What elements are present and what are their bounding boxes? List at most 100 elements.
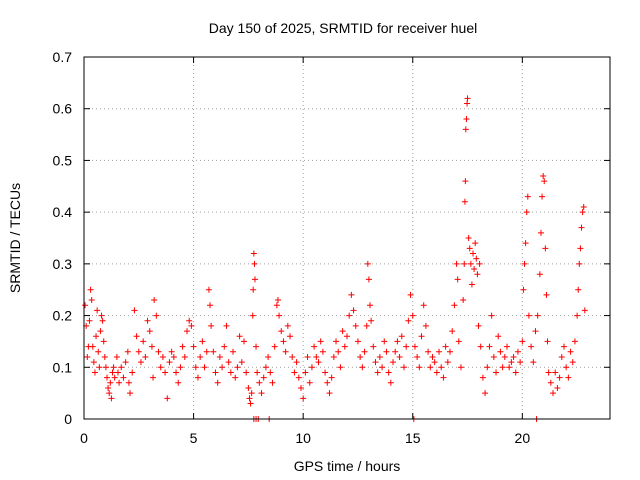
data-point [405, 317, 412, 324]
data-point [256, 379, 263, 386]
data-point [188, 322, 195, 329]
data-point [465, 235, 472, 241]
data-point [251, 260, 258, 267]
data-point [192, 364, 199, 371]
data-point [250, 250, 257, 257]
y-tick-label: 0.1 [53, 359, 73, 375]
data-point [482, 390, 489, 397]
data-point [346, 312, 353, 319]
data-point [194, 374, 201, 381]
data-point [155, 348, 162, 355]
data-point [90, 359, 97, 366]
data-point [556, 374, 563, 381]
data-point [523, 209, 530, 216]
data-point [571, 338, 578, 345]
data-point [484, 364, 491, 371]
data-point [100, 338, 107, 345]
data-point [289, 353, 296, 360]
data-point [93, 333, 100, 340]
data-point [472, 240, 479, 247]
data-point [354, 338, 361, 345]
data-point [306, 379, 313, 386]
plot-frame [83, 56, 611, 420]
data-point [418, 333, 425, 340]
data-point [453, 260, 460, 267]
data-point [214, 379, 221, 386]
data-point [431, 359, 438, 366]
y-tick-label: 0.3 [53, 256, 73, 272]
data-point [101, 353, 108, 360]
data-point [175, 379, 182, 386]
data-point [577, 245, 584, 252]
data-point [223, 322, 230, 329]
data-point [247, 400, 254, 407]
data-point [368, 317, 375, 324]
data-point [470, 250, 477, 257]
data-point [249, 312, 256, 319]
y-tick-label: 0.5 [53, 152, 73, 168]
data-point [238, 359, 245, 366]
data-point [363, 322, 370, 329]
data-point [108, 395, 115, 402]
data-point [429, 353, 436, 360]
data-point [416, 364, 423, 371]
data-point [476, 260, 483, 267]
data-point [166, 359, 173, 366]
data-point [297, 384, 304, 391]
data-point [186, 317, 193, 324]
data-point [304, 353, 311, 360]
data-point [124, 348, 131, 355]
data-point [479, 374, 486, 381]
data-point [240, 338, 247, 345]
data-point [576, 260, 583, 267]
data-point [98, 312, 105, 319]
data-point [127, 390, 134, 397]
x-axis-label: GPS time / hours [294, 458, 401, 474]
data-point [205, 286, 212, 293]
data-point [433, 369, 440, 376]
data-point [265, 353, 272, 360]
data-point [317, 338, 324, 345]
data-point [447, 348, 454, 355]
data-point [536, 271, 543, 278]
data-point [352, 322, 359, 329]
data-point [295, 374, 302, 381]
data-point [514, 348, 521, 355]
data-point [497, 348, 504, 355]
data-point [545, 369, 552, 376]
data-point [116, 379, 123, 386]
data-point [150, 374, 157, 381]
data-point [258, 390, 265, 397]
data-point [550, 390, 557, 397]
data-point [313, 353, 320, 360]
data-point [398, 333, 405, 340]
data-point [460, 297, 467, 304]
data-point [565, 374, 572, 381]
data-point [503, 343, 510, 350]
data-point [280, 338, 287, 345]
data-point [488, 312, 495, 319]
data-point [471, 266, 478, 273]
data-point [109, 369, 116, 376]
data-point [385, 369, 392, 376]
data-point [501, 353, 508, 360]
y-tick-label: 0.4 [53, 204, 73, 220]
data-point [234, 364, 241, 371]
data-point [276, 312, 283, 319]
data-point [581, 307, 588, 314]
data-point [530, 359, 537, 366]
data-point [86, 317, 93, 324]
data-point [544, 338, 551, 345]
data-point [563, 364, 570, 371]
data-point [539, 193, 546, 200]
data-point [341, 343, 348, 350]
data-point [466, 245, 473, 252]
data-point [148, 343, 155, 350]
data-point [495, 333, 502, 340]
data-point [291, 369, 298, 376]
data-point [104, 374, 111, 381]
data-point [142, 353, 149, 360]
data-point [111, 374, 118, 381]
data-point [575, 286, 582, 293]
data-point [554, 384, 561, 391]
